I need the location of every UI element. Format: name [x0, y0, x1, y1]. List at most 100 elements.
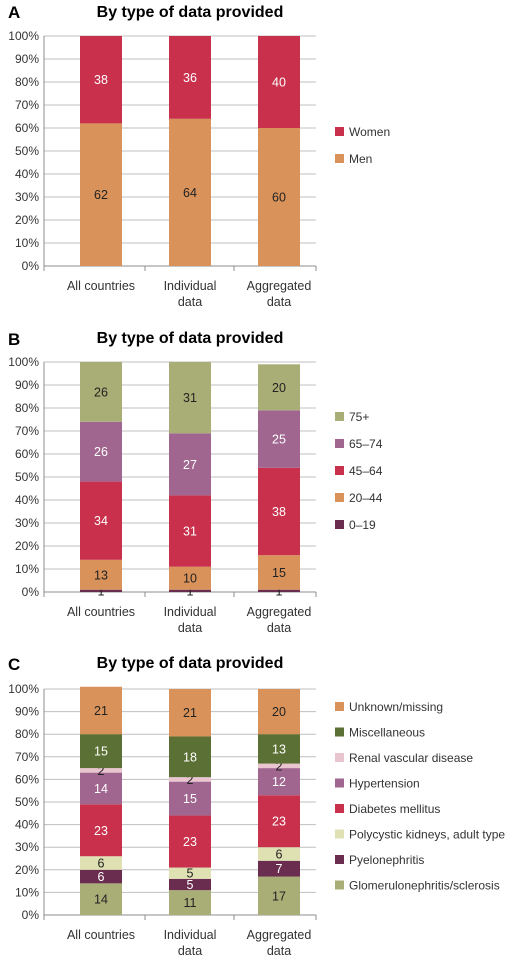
- data-label: 14: [94, 893, 108, 907]
- category-label: data: [178, 621, 202, 635]
- bar-segment: [258, 860, 300, 877]
- data-label: 1: [98, 584, 105, 598]
- legend-swatch: [335, 702, 344, 711]
- legend-entry: Women: [349, 125, 390, 139]
- y-tick-label: 10%: [15, 885, 39, 899]
- bar-segment: [258, 847, 300, 861]
- legend-entry: 75+: [349, 410, 369, 424]
- data-label: 13: [94, 568, 108, 582]
- y-tick-label: 30%: [15, 840, 39, 854]
- legend-entry: Pyelonephritis: [349, 853, 424, 867]
- y-tick-label: 80%: [15, 401, 39, 415]
- chart-title: By type of data provided: [97, 655, 284, 672]
- bar-segment: [169, 890, 211, 915]
- y-tick-label: 80%: [15, 75, 39, 89]
- bar-segment: [169, 867, 211, 879]
- category-label: data: [178, 944, 202, 958]
- data-label: 38: [272, 505, 286, 519]
- bar-segment: [258, 689, 300, 735]
- category-label: Aggregated: [247, 605, 312, 619]
- data-label: 6: [276, 847, 283, 861]
- y-tick-label: 40%: [15, 493, 39, 507]
- category-label: Individual: [164, 279, 217, 293]
- bar-segment: [80, 856, 122, 870]
- legend-entry: Diabetes mellitus: [349, 802, 440, 816]
- data-label: 20: [272, 705, 286, 719]
- data-label: 64: [183, 186, 197, 200]
- bar-segment: [169, 815, 211, 868]
- legend-swatch: [335, 855, 344, 864]
- data-label: 17: [272, 889, 286, 903]
- data-label: 23: [272, 815, 286, 829]
- data-label: 1: [276, 584, 283, 598]
- legend-entry: Men: [349, 152, 372, 166]
- data-label: 40: [272, 76, 286, 90]
- data-label: 10: [183, 572, 197, 586]
- bar-segment: [80, 772, 122, 805]
- legend-swatch: [335, 127, 344, 136]
- data-label: 6: [98, 870, 105, 884]
- data-label: 5: [187, 878, 194, 892]
- legend-swatch: [335, 880, 344, 890]
- data-label: 60: [272, 191, 286, 205]
- bar-segment: [169, 736, 211, 778]
- y-tick-label: 40%: [15, 818, 39, 832]
- y-tick-label: 50%: [15, 795, 39, 809]
- legend-swatch: [335, 753, 344, 762]
- data-label: 23: [183, 835, 197, 849]
- legend-swatch: [335, 778, 344, 788]
- legend-entry: 45–64: [349, 464, 383, 478]
- legend-entry: 65–74: [349, 437, 383, 451]
- bar-segment: [258, 734, 300, 764]
- bar-segment: [80, 768, 122, 773]
- legend-entry: Polycystic kidneys, adult type: [349, 828, 505, 842]
- chart-panel-a: A By type of data provided 0% 10% 20% 30% 40% 5…: [8, 3, 390, 309]
- bar-segment: [80, 804, 122, 857]
- y-tick-label: 10%: [15, 562, 39, 576]
- bar-segment: [169, 118, 211, 266]
- data-label: 21: [183, 706, 197, 720]
- data-label: 25: [272, 433, 286, 447]
- category-label: All countries: [67, 928, 135, 942]
- category-label: data: [178, 295, 202, 309]
- bar-segment: [80, 589, 122, 592]
- panel-letter: B: [8, 330, 20, 349]
- bar-segment: [258, 555, 300, 590]
- legend-swatch: [335, 520, 344, 529]
- legend-swatch: [335, 804, 344, 813]
- bar-segment: [80, 123, 122, 267]
- bar-segment: [80, 36, 122, 124]
- data-label: 23: [94, 824, 108, 838]
- bar-segment: [169, 362, 211, 434]
- data-label: 62: [94, 188, 108, 202]
- y-tick-label: 80%: [15, 727, 39, 741]
- y-tick-label: 60%: [15, 447, 39, 461]
- data-label: 6: [98, 857, 105, 871]
- bar-segment: [258, 876, 300, 915]
- data-label: 27: [183, 458, 197, 472]
- y-tick-label: 20%: [15, 863, 39, 877]
- legend-swatch: [335, 493, 344, 502]
- legend-entry: Miscellaneous: [349, 726, 425, 740]
- y-tick-label: 0%: [22, 585, 40, 599]
- data-label: 2: [98, 764, 105, 778]
- category-label: Individual: [164, 928, 217, 942]
- bar-segment: [80, 421, 122, 482]
- data-label: 12: [272, 775, 286, 789]
- bar-segment: [169, 878, 211, 891]
- bar-segment: [80, 559, 122, 590]
- data-label: 26: [94, 385, 108, 399]
- y-tick-label: 90%: [15, 378, 39, 392]
- data-label: 15: [272, 566, 286, 580]
- y-tick-label: 40%: [15, 167, 39, 181]
- y-tick-label: 70%: [15, 424, 39, 438]
- data-label: 18: [183, 750, 197, 764]
- data-label: 34: [94, 514, 108, 528]
- y-tick-label: 100%: [8, 682, 39, 696]
- legend-swatch: [335, 466, 344, 475]
- data-label: 1: [187, 584, 194, 598]
- chart-panel-c: C By type of data provided 0% 10% 20% 30% 40% 5…: [8, 655, 505, 958]
- data-label: 2: [276, 759, 283, 773]
- y-tick-label: 0%: [22, 908, 40, 922]
